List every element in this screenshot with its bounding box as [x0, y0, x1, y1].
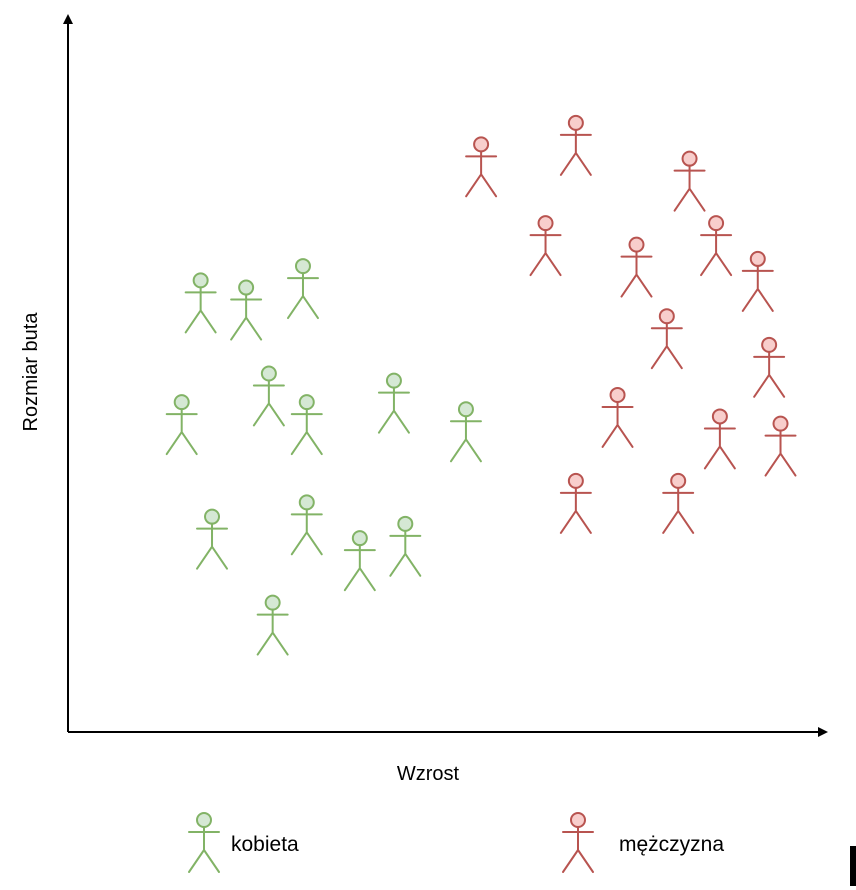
data-point-kobieta-8 — [449, 401, 482, 463]
data-point-mezczyzna-4 — [673, 150, 706, 212]
data-point-kobieta-11 — [343, 530, 376, 592]
data-point-mezczyzna-14 — [662, 472, 695, 534]
data-point-mezczyzna-13 — [559, 472, 592, 534]
legend-label-mezczyzna: mężczyzna — [619, 833, 724, 856]
data-point-kobieta-12 — [389, 515, 422, 577]
data-point-mezczyzna-2 — [559, 114, 592, 176]
data-point-kobieta-13 — [256, 594, 289, 656]
data-point-mezczyzna-10 — [601, 386, 634, 448]
data-point-mezczyzna-3 — [529, 215, 562, 277]
data-point-kobieta-4 — [165, 394, 198, 456]
person-icon — [562, 812, 594, 873]
data-point-mezczyzna-1 — [465, 136, 498, 198]
data-point-kobieta-10 — [290, 494, 323, 556]
data-point-mezczyzna-5 — [700, 215, 733, 277]
data-point-kobieta-2 — [230, 279, 263, 341]
data-point-mezczyzna-12 — [764, 415, 797, 477]
data-point-kobieta-9 — [196, 508, 229, 570]
data-point-mezczyzna-7 — [741, 250, 774, 312]
cursor-bar — [850, 846, 856, 886]
legend-label-kobieta: kobieta — [231, 833, 299, 856]
legend-icon-kobieta — [188, 812, 220, 873]
data-point-mezczyzna-11 — [703, 408, 736, 470]
data-point-kobieta-3 — [286, 258, 319, 320]
x-axis-label: Wzrost — [397, 763, 460, 785]
data-point-kobieta-1 — [184, 272, 217, 334]
data-point-mezczyzna-9 — [753, 336, 786, 398]
y-axis-label: Rozmiar buta — [20, 312, 42, 432]
data-points — [165, 114, 797, 656]
data-point-kobieta-5 — [252, 365, 285, 427]
legend-icon-mezczyzna — [562, 812, 594, 873]
data-point-mezczyzna-6 — [620, 236, 653, 298]
person-icon — [188, 812, 220, 873]
data-point-kobieta-6 — [290, 394, 323, 456]
data-point-mezczyzna-8 — [650, 308, 683, 370]
legend: kobieta mężczyzna — [188, 812, 724, 873]
data-point-kobieta-7 — [377, 372, 410, 434]
